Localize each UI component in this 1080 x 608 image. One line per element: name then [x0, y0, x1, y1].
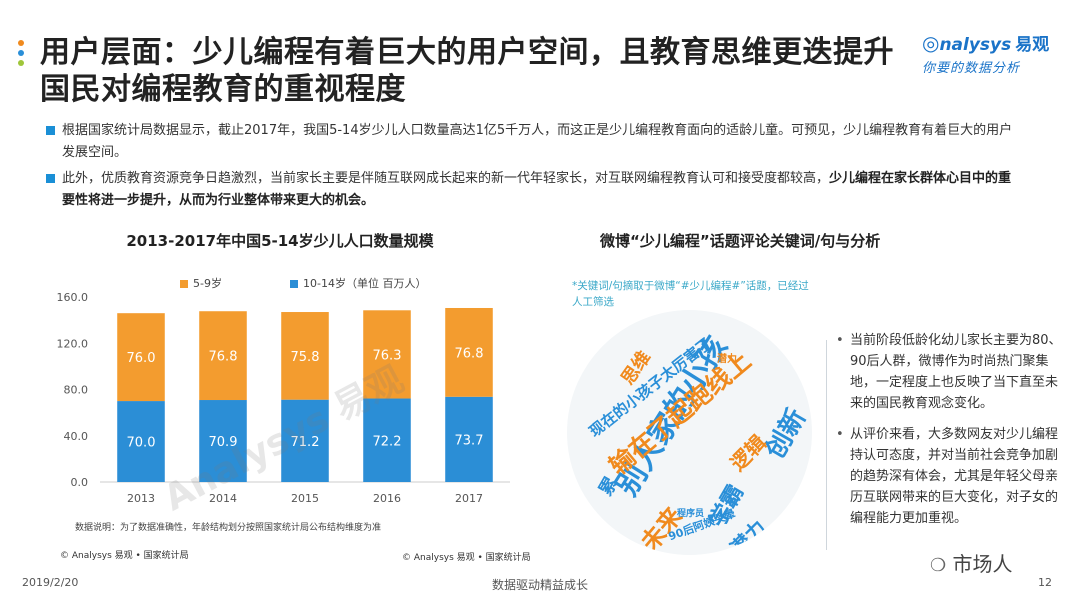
legend-item-5-9: 5-9岁	[180, 275, 222, 291]
y-tick-label: 160.0	[57, 291, 89, 304]
legend-item-10-14: 10-14岁（单位 百万人）	[290, 275, 426, 291]
bar-value-label: 71.2	[291, 435, 320, 450]
legend-label-5-9: 5-9岁	[193, 277, 222, 290]
x-tick-label: 2014	[209, 492, 237, 505]
bullet-square-icon	[46, 126, 55, 135]
title-dot-orange	[18, 40, 24, 46]
bullet-1: 根据国家统计局数据显示，截止2017年，我国5-14岁少儿人口数量高达1亿5千万…	[44, 120, 1024, 164]
bar-5-9-2016	[363, 310, 411, 399]
analysis-point-2: • 从评价来看，大多数网友对少儿编程持认可态度，并对当前社会竞争加剧的趋势深有体…	[836, 424, 1068, 529]
analysis-point-2-text: 从评价来看，大多数网友对少儿编程持认可态度，并对当前社会竞争加剧的趋势深有体会，…	[850, 427, 1059, 526]
page-number: 12	[1038, 576, 1052, 589]
left-source: © Analysys 易观 • 国家统计局	[60, 551, 189, 561]
logo-main: ◎nalysys 易观	[922, 30, 1072, 55]
left-chart-title: 2013-2017年中国5-14岁少儿人口数量规模	[126, 232, 434, 250]
bar-value-label: 75.8	[291, 350, 320, 365]
title-dots	[14, 40, 28, 70]
keyword-逻辑: 逻辑	[725, 430, 771, 476]
y-tick-label: 40.0	[64, 430, 89, 443]
bar-value-label: 76.8	[209, 350, 238, 365]
keyword-潜力-2: 潜力	[717, 354, 737, 365]
bar-10-14-2016	[363, 398, 411, 482]
wechat-icon: ❍	[930, 555, 947, 576]
bar-5-9-2013	[117, 313, 165, 402]
intro-bullets: 根据国家统计局数据显示，截止2017年，我国5-14岁少儿人口数量高达1亿5千万…	[44, 120, 1024, 216]
bullet-2-text: 此外，优质教育资源竞争日趋激烈，当前家长主要是伴随互联网成长起来的新一代年轻家长…	[62, 171, 830, 186]
page-title-line2: 国民对编程教育的重视程度	[40, 72, 406, 107]
analysis-point-1: • 当前阶段低龄化幼儿家长主要为80、90后人群，微博作为时尚热门聚集地，一定程…	[836, 330, 1068, 414]
bullet-2: 此外，优质教育资源竞争日趋激烈，当前家长主要是伴随互联网成长起来的新一代年轻家长…	[44, 168, 1024, 212]
footer-date: 2019/2/20	[22, 576, 79, 589]
bar-10-14-2015	[281, 399, 329, 482]
bar-value-label: 76.8	[455, 346, 484, 361]
keyword-创新: 创新	[760, 403, 812, 464]
footer-tagline: 数据驱动精益成长	[491, 578, 588, 592]
bar-value-label: 72.2	[373, 434, 402, 449]
legend-swatch-orange	[180, 280, 188, 288]
y-tick-label: 120.0	[57, 337, 89, 350]
title-dot-blue	[18, 50, 24, 56]
x-tick-label: 2015	[291, 492, 319, 505]
word-cloud: 别人家的小孩 输在了起跑线上 现在的小孩子太厉害了 学霸 创新 未来 潜力 逻辑…	[567, 310, 812, 555]
bar-5-9-2014	[199, 311, 247, 401]
keyword-note: *关键词/句摘取于微博“#少儿编程#”话题，已经过人工筛选	[572, 280, 809, 308]
analysis-points: • 当前阶段低龄化幼儿家长主要为80、90后人群，微博作为时尚热门聚集地，一定程…	[836, 330, 1068, 539]
bullet-dot-icon: •	[836, 427, 844, 442]
y-tick-label: 0.0	[71, 476, 89, 489]
wechat-watermark: ❍ 市场人	[930, 548, 1013, 577]
logo-a-icon: ◎	[922, 31, 940, 55]
bar-10-14-2017	[445, 396, 493, 482]
right-source: © Analysys 易观 • 国家统计局	[402, 553, 531, 563]
bullet-2-bold: 少儿编程在家长群体心目中的重要性将进一步提升，从而为行业整体带来更大的机会。	[62, 171, 1012, 208]
bar-value-label: 73.7	[455, 433, 484, 448]
analysys-logo: ◎nalysys 易观 你要的数据分析	[922, 30, 1072, 76]
bullet-dot-icon: •	[836, 333, 844, 348]
right-panel-title: 微博“少儿编程”话题评论关键词/句与分析	[600, 232, 881, 250]
logo-text: nalysys	[939, 35, 1012, 55]
logo-cn: 易观	[1015, 35, 1050, 55]
x-tick-label: 2017	[455, 492, 483, 505]
legend-label-10-14: 10-14岁（单位 百万人）	[303, 277, 427, 290]
bar-10-14-2014	[199, 400, 247, 482]
legend-swatch-blue	[290, 280, 298, 288]
x-tick-label: 2013	[127, 492, 155, 505]
population-bar-chart: 0.0 40.0 80.0 120.0 160.0 70.0 76.0 2013 70.9 76.…	[57, 291, 510, 505]
x-tick-label: 2016	[373, 492, 401, 505]
keyword-程序员: 程序员	[677, 509, 705, 519]
bar-5-9-2015	[281, 312, 329, 400]
y-tick-label: 80.0	[64, 384, 89, 397]
wechat-name: 市场人	[952, 552, 1013, 576]
page-title-line1: 用户层面：少儿编程有着巨大的用户空间，且教育思维更迭提升	[40, 35, 894, 70]
analysis-point-1-text: 当前阶段低龄化幼儿家长主要为80、90后人群，微博作为时尚热门聚集地，一定程度上…	[850, 333, 1062, 411]
bar-5-9-2017	[445, 307, 493, 397]
bullet-square-icon	[46, 174, 55, 183]
bar-value-label: 70.0	[127, 436, 156, 451]
bar-value-label: 76.0	[127, 351, 156, 366]
keyword-潜力: 潜力	[725, 515, 771, 555]
bar-value-label: 76.3	[373, 348, 402, 363]
title-dot-green	[18, 60, 24, 66]
bar-10-14-2013	[117, 401, 165, 482]
divider	[826, 340, 827, 550]
logo-slogan: 你要的数据分析	[922, 61, 1021, 76]
chart-note: 数据说明：为了数据准确性，年龄结构划分按照国家统计局公布结构维度为准	[75, 523, 382, 533]
page-title: 用户层面：少儿编程有着巨大的用户空间，且教育思维更迭提升 国民对编程教育的重视程…	[40, 34, 920, 108]
bar-value-label: 70.9	[209, 435, 238, 450]
bullet-1-text: 根据国家统计局数据显示，截止2017年，我国5-14岁少儿人口数量高达1亿5千万…	[62, 123, 1013, 160]
